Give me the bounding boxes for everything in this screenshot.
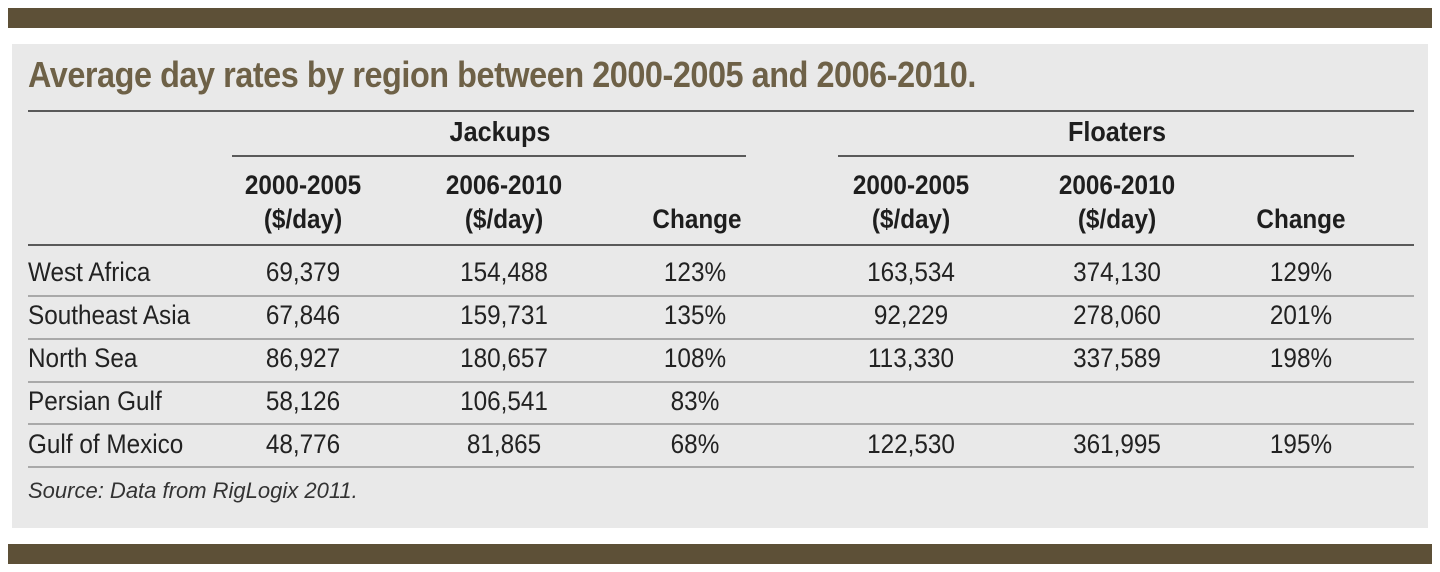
table-title: Average day rates by region between 2000… (28, 54, 976, 95)
source-note: Source: Data from RigLogix 2011. (28, 478, 358, 503)
table-cell: 68% (670, 429, 720, 459)
table-cell: 113,330 (867, 343, 955, 373)
table-cell: 67,846 (265, 300, 341, 330)
column-header: 2006-2010 ($/day) (1058, 170, 1176, 234)
table-cell: 92,229 (873, 300, 949, 330)
table-cell: 201% (1269, 300, 1333, 330)
table-cell: 163,534 (867, 257, 955, 287)
row-divider (28, 466, 1414, 468)
table-cell: 361,995 (1073, 429, 1161, 459)
top-border-bar (8, 8, 1432, 28)
table-cell: 135% (663, 300, 727, 330)
column-header: 2000-2005 ($/day) (852, 170, 970, 234)
table-cell: 69,379 (265, 257, 341, 287)
table-cell: 374,130 (1073, 257, 1161, 287)
table-cell: 58,126 (265, 386, 341, 416)
table-cell: 129% (1269, 257, 1333, 287)
table-cell: 83% (670, 386, 720, 416)
row-label: West Africa (28, 257, 151, 287)
column-header: Change (652, 204, 742, 234)
floaters-group-rule (838, 155, 1354, 157)
table-cell: 337,589 (1073, 343, 1161, 373)
row-divider (28, 381, 1414, 383)
row-divider (28, 295, 1414, 297)
header-rule (28, 244, 1414, 246)
table-cell: 86,927 (265, 343, 341, 373)
row-label: North Sea (28, 343, 138, 373)
row-label: Southeast Asia (28, 300, 191, 330)
table-cell: 48,776 (265, 429, 341, 459)
title-rule (28, 110, 1414, 112)
table-cell: 154,488 (460, 257, 548, 287)
jackups-group-rule (232, 155, 746, 157)
table-cell: 81,865 (466, 429, 542, 459)
table-cell: 108% (663, 343, 727, 373)
column-header: 2006-2010 ($/day) (445, 170, 563, 234)
row-divider (28, 423, 1414, 425)
table-cell: 106,541 (460, 386, 548, 416)
table-cell: 278,060 (1073, 300, 1161, 330)
row-divider (28, 338, 1414, 340)
bottom-border-bar (8, 544, 1432, 564)
table-cell: 122,530 (867, 429, 955, 459)
column-header: Change (1256, 204, 1346, 234)
table-cell: 180,657 (460, 343, 548, 373)
column-header: 2000-2005 ($/day) (244, 170, 362, 234)
row-label: Gulf of Mexico (28, 429, 184, 459)
table-panel (12, 44, 1428, 528)
table-cell: 123% (663, 257, 727, 287)
row-label: Persian Gulf (28, 386, 162, 416)
group-header-floaters: Floaters (1067, 116, 1167, 147)
table-cell: 195% (1269, 429, 1333, 459)
group-header-jackups: Jackups (449, 116, 551, 147)
table-cell: 198% (1269, 343, 1333, 373)
table-cell: 159,731 (460, 300, 548, 330)
